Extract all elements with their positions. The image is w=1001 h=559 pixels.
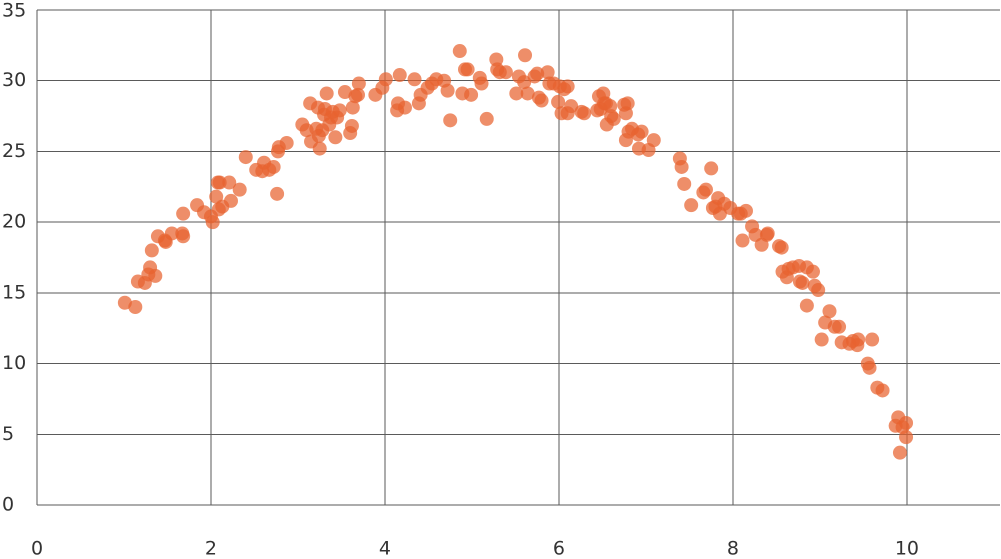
point xyxy=(509,86,524,101)
point xyxy=(540,65,555,80)
point xyxy=(266,159,281,174)
point xyxy=(735,233,750,248)
point xyxy=(518,48,533,63)
point xyxy=(164,226,179,241)
point xyxy=(577,106,592,121)
point xyxy=(634,124,649,139)
point xyxy=(822,304,837,319)
point xyxy=(832,319,847,334)
point xyxy=(464,87,479,102)
point xyxy=(474,76,489,91)
point xyxy=(850,338,865,353)
point xyxy=(799,298,814,313)
point xyxy=(862,360,877,375)
x-tick-label: 4 xyxy=(379,538,391,559)
point xyxy=(443,113,458,128)
point xyxy=(865,332,880,347)
point xyxy=(279,135,294,150)
point xyxy=(270,186,285,201)
y-tick-label: 15 xyxy=(2,281,26,303)
y-tick-label: 25 xyxy=(2,140,26,162)
point xyxy=(176,229,191,244)
point xyxy=(704,161,719,176)
x-tick-label: 6 xyxy=(553,538,565,559)
point xyxy=(774,240,789,255)
point xyxy=(479,111,494,126)
point xyxy=(351,76,366,91)
point xyxy=(564,99,579,114)
point xyxy=(144,243,159,258)
point xyxy=(530,66,545,81)
y-tick-label: 0 xyxy=(2,494,14,516)
point xyxy=(212,175,227,190)
x-tick-label: 2 xyxy=(205,538,217,559)
point xyxy=(223,193,238,208)
point xyxy=(677,176,692,191)
point xyxy=(397,100,412,115)
point xyxy=(238,150,253,165)
point xyxy=(312,141,327,156)
point xyxy=(899,430,914,445)
point xyxy=(814,332,829,347)
point xyxy=(498,65,513,80)
point xyxy=(332,103,347,118)
point xyxy=(222,175,237,190)
x-tick-label: 8 xyxy=(727,538,739,559)
y-tick-label: 20 xyxy=(2,211,26,233)
point xyxy=(351,87,365,102)
point xyxy=(328,130,343,145)
point xyxy=(319,86,334,101)
point xyxy=(520,86,535,101)
point xyxy=(620,96,635,111)
x-tick-label: 0 xyxy=(31,538,43,559)
point xyxy=(899,415,914,430)
point xyxy=(148,268,163,283)
point xyxy=(795,275,810,290)
point xyxy=(646,133,661,148)
point xyxy=(176,206,191,221)
y-tick-label: 5 xyxy=(2,423,14,445)
point xyxy=(128,300,143,314)
point xyxy=(805,264,820,279)
point xyxy=(517,75,532,90)
point xyxy=(738,203,753,218)
point xyxy=(460,62,475,77)
point xyxy=(534,93,549,108)
x-tick-label: 10 xyxy=(895,538,919,559)
point xyxy=(892,445,907,460)
point xyxy=(392,68,407,83)
point xyxy=(232,182,247,197)
point xyxy=(560,79,575,94)
point xyxy=(684,198,699,213)
point xyxy=(875,383,890,398)
y-tick-label: 35 xyxy=(2,0,26,22)
point xyxy=(345,100,360,115)
point xyxy=(760,226,775,241)
point xyxy=(407,72,422,87)
point xyxy=(344,118,359,133)
point xyxy=(551,94,566,109)
point xyxy=(205,215,220,230)
point xyxy=(452,44,467,59)
y-tick-label: 10 xyxy=(2,352,26,374)
y-tick-label: 30 xyxy=(2,69,26,91)
point xyxy=(698,182,713,197)
point xyxy=(674,159,689,174)
point xyxy=(440,83,455,98)
point xyxy=(606,111,621,126)
point xyxy=(378,72,393,87)
point xyxy=(811,283,826,298)
